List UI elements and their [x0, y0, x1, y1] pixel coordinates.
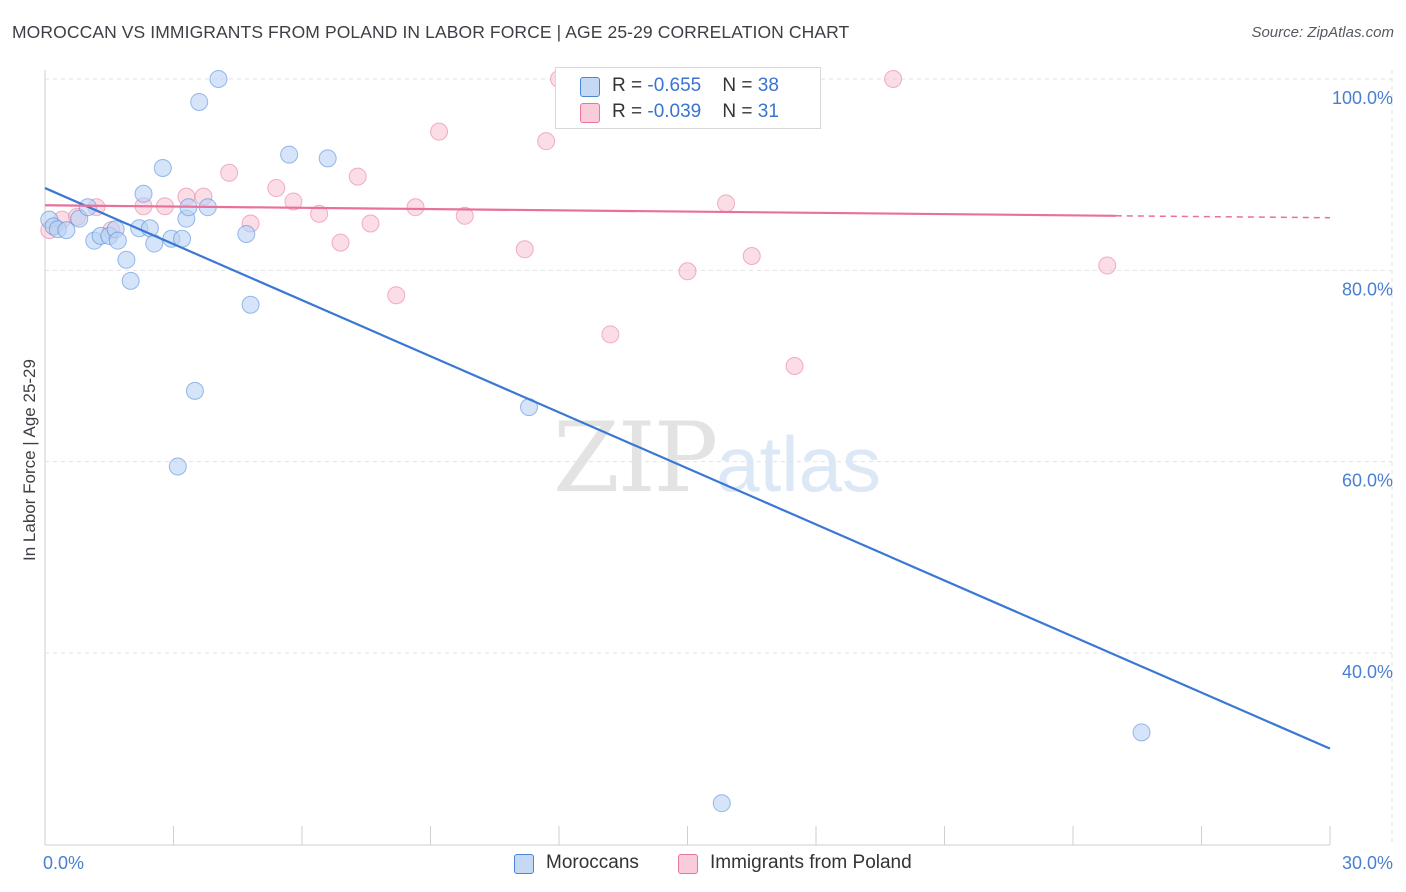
moroccans-point: [237, 224, 256, 243]
moroccans-point: [153, 158, 172, 177]
moroccans-trend-line: [44, 187, 1331, 750]
grid-lines: [45, 70, 1393, 845]
x-tick-label: 0.0%: [43, 853, 84, 873]
x-tick-label: 30.0%: [1342, 853, 1393, 873]
poland-point: [515, 240, 534, 259]
moroccans-point: [190, 92, 209, 111]
moroccans-point: [108, 231, 127, 250]
legend-text-moroccans: R = -0.655 N = 38: [612, 75, 779, 96]
poland-trend-line-extension: [1115, 215, 1331, 219]
y-tick-label: 40.0%: [1342, 662, 1393, 682]
moroccans-point: [134, 184, 153, 203]
moroccans-point: [318, 149, 337, 168]
poland-point: [537, 132, 556, 151]
poland-point: [284, 192, 303, 211]
chart-title: MOROCCAN VS IMMIGRANTS FROM POLAND IN LA…: [12, 22, 850, 42]
poland-point: [1098, 256, 1117, 275]
legend-text-poland: R = -0.039 N = 31: [612, 101, 779, 122]
poland-point: [785, 357, 804, 375]
poland-point: [387, 286, 406, 305]
legend-label-poland: Immigrants from Poland: [710, 852, 912, 873]
data-points: [40, 70, 1151, 813]
poland-point: [220, 163, 239, 182]
poland-point: [348, 167, 367, 186]
poland-point: [331, 233, 350, 252]
moroccans-point: [117, 250, 136, 269]
trend-lines: [44, 187, 1331, 750]
watermark: ZIPatlas: [553, 402, 881, 514]
moroccans-point: [57, 221, 76, 240]
poland-point: [310, 204, 329, 223]
poland-point: [455, 206, 474, 225]
moroccans-point: [280, 145, 299, 164]
legend-swatch-moroccans: [580, 77, 600, 97]
axes: [44, 70, 1331, 846]
poland-point: [267, 179, 286, 198]
moroccans-point: [185, 381, 204, 400]
poland-trend-line: [44, 204, 1116, 217]
legend-label-moroccans: Moroccans: [546, 852, 639, 873]
source-credit: Source: ZipAtlas.com: [1251, 24, 1394, 41]
poland-point: [742, 246, 761, 265]
poland-point: [678, 262, 697, 281]
moroccans-point: [209, 70, 228, 88]
y-tick-label: 80.0%: [1342, 279, 1393, 299]
poland-point: [884, 70, 903, 88]
poland-point: [430, 122, 449, 141]
moroccans-point: [168, 457, 187, 476]
poland-point: [406, 198, 425, 217]
poland-point: [717, 194, 736, 213]
y-tick-label: 100.0%: [1332, 88, 1393, 108]
legend-swatch-poland: [580, 103, 600, 123]
stats-legend: R = -0.655 N = 38 R = -0.039 N = 31: [555, 67, 821, 129]
moroccans-point: [241, 295, 260, 314]
legend-swatch-poland-bottom: [678, 854, 698, 874]
moroccans-point: [121, 271, 140, 290]
poland-point: [601, 325, 620, 344]
legend-swatch-moroccans-bottom: [514, 854, 534, 874]
series-legend: Moroccans Immigrants from Poland: [0, 852, 1406, 878]
poland-point: [361, 214, 380, 233]
tick-labels: 100.0% 80.0% 60.0% 40.0% 0.0% 30.0%: [43, 88, 1393, 873]
moroccans-point: [712, 794, 731, 813]
y-tick-label: 60.0%: [1342, 471, 1393, 491]
moroccans-point: [1132, 723, 1151, 742]
